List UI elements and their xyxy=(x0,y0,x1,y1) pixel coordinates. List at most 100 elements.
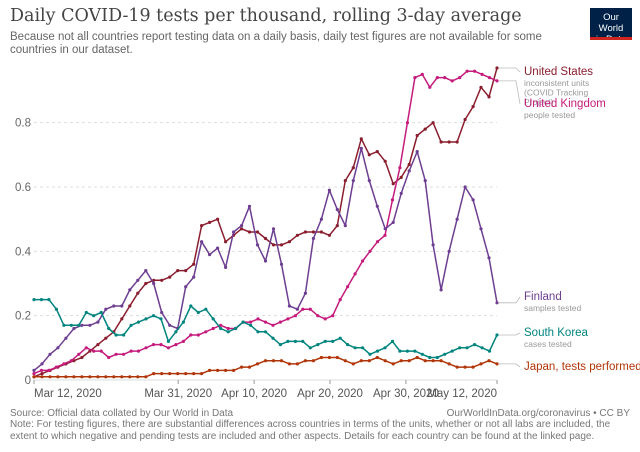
data-point xyxy=(353,346,357,350)
y-tick-label: 0.8 xyxy=(15,118,31,130)
data-point xyxy=(112,304,116,308)
data-point xyxy=(216,246,220,250)
data-point xyxy=(455,140,459,144)
data-point xyxy=(391,182,395,186)
data-point xyxy=(405,349,409,353)
data-point xyxy=(48,375,52,379)
data-point xyxy=(219,323,223,327)
data-point xyxy=(69,359,73,363)
data-point xyxy=(136,291,140,295)
data-point xyxy=(286,339,290,343)
legend-note: (COVID Tracking xyxy=(524,88,589,98)
data-point xyxy=(96,343,100,347)
x-tick-label: May 12, 2020 xyxy=(427,388,497,400)
data-point xyxy=(80,375,84,379)
data-point xyxy=(84,310,88,315)
data-point xyxy=(241,320,245,324)
data-point xyxy=(368,249,372,253)
data-point xyxy=(129,349,133,353)
data-point xyxy=(487,76,492,80)
data-point xyxy=(471,365,475,369)
owid-logo[interactable]: Our World in Data xyxy=(590,8,632,45)
data-point xyxy=(471,105,475,109)
data-point xyxy=(415,355,419,360)
data-point xyxy=(473,343,477,347)
data-point xyxy=(383,233,387,237)
data-point xyxy=(435,76,439,80)
data-point xyxy=(120,304,124,308)
data-point xyxy=(136,349,141,353)
data-point xyxy=(303,230,307,234)
chart-subtitle: Because not all countries report testing… xyxy=(10,31,542,56)
data-point xyxy=(152,281,156,286)
data-point xyxy=(192,372,196,376)
data-point xyxy=(295,233,299,237)
legend-note: inconsistent units xyxy=(524,78,589,88)
data-point xyxy=(271,227,276,231)
data-point xyxy=(271,323,275,327)
data-point xyxy=(279,243,284,247)
data-point xyxy=(465,69,469,73)
data-point xyxy=(420,72,424,76)
data-point xyxy=(346,285,350,289)
logo-accent-bar xyxy=(590,37,632,40)
data-point xyxy=(335,355,339,360)
data-point xyxy=(255,243,260,247)
data-point xyxy=(495,301,499,305)
data-point xyxy=(471,198,475,202)
data-point xyxy=(200,224,204,228)
data-point xyxy=(465,346,469,350)
data-point xyxy=(39,298,44,302)
data-point xyxy=(367,179,371,183)
data-point xyxy=(200,240,204,244)
legend-connector xyxy=(499,363,521,368)
data-point xyxy=(287,362,291,366)
data-point xyxy=(301,339,305,343)
data-point xyxy=(327,188,331,192)
data-point xyxy=(301,307,305,311)
data-point xyxy=(495,66,499,70)
data-point xyxy=(311,230,315,234)
data-point xyxy=(487,95,491,99)
data-point xyxy=(308,346,312,350)
data-point xyxy=(335,207,339,212)
data-point xyxy=(240,227,244,231)
data-point xyxy=(232,230,236,234)
data-point xyxy=(263,236,268,241)
data-point xyxy=(439,140,443,144)
data-point xyxy=(323,317,327,321)
data-point xyxy=(311,236,315,241)
data-point xyxy=(359,137,363,141)
data-point xyxy=(107,326,111,331)
data-point xyxy=(174,343,178,347)
source-url-link[interactable]: OurWorldInData.org/coronavirus • CC BY xyxy=(446,408,630,419)
data-point xyxy=(184,285,188,289)
data-point xyxy=(308,307,312,311)
data-point xyxy=(463,365,467,369)
legend-label: Japan, tests performed xyxy=(524,361,640,373)
data-point xyxy=(338,336,342,340)
data-point xyxy=(80,355,84,360)
data-point xyxy=(407,169,411,173)
data-point xyxy=(120,375,124,379)
data-point xyxy=(480,346,484,350)
data-point xyxy=(136,375,140,379)
data-point xyxy=(92,314,96,318)
data-point xyxy=(271,359,276,363)
data-point xyxy=(39,368,44,372)
data-point xyxy=(47,368,51,372)
data-point xyxy=(447,249,451,253)
data-point xyxy=(428,85,432,89)
data-point xyxy=(323,339,327,343)
data-point xyxy=(450,79,454,83)
x-tick-label: Apr 10, 2020 xyxy=(221,388,287,400)
data-point xyxy=(104,336,108,340)
data-point xyxy=(361,346,365,350)
legend-label: Finland xyxy=(524,291,562,303)
data-point xyxy=(77,323,81,327)
data-point xyxy=(398,349,402,353)
data-point xyxy=(189,304,193,308)
data-point xyxy=(166,346,170,350)
data-point xyxy=(420,352,424,356)
data-point xyxy=(383,346,387,350)
